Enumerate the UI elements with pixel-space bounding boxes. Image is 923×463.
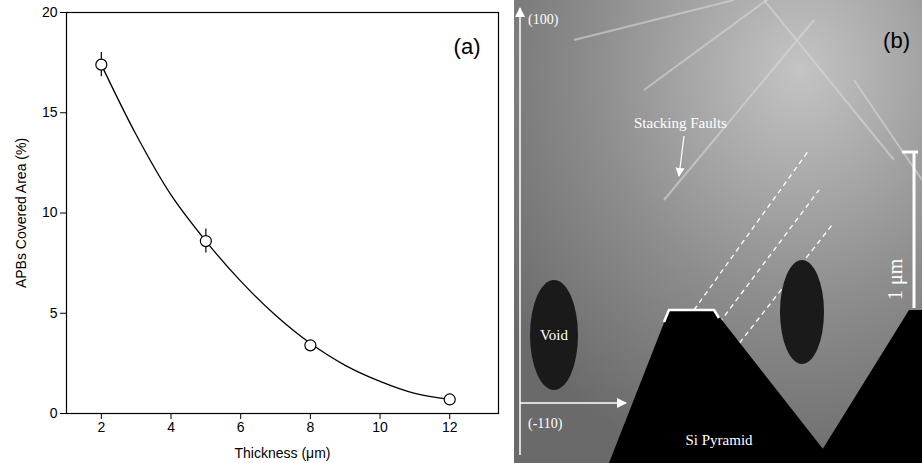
svg-text:(a): (a) (454, 34, 481, 59)
svg-text:2: 2 (97, 419, 105, 435)
svg-text:APBs Covered Area (%): APBs Covered Area (%) (13, 138, 29, 288)
svg-text:12: 12 (442, 419, 458, 435)
svg-text:Stacking Faults: Stacking Faults (634, 115, 727, 131)
svg-text:15: 15 (42, 104, 58, 120)
svg-text:1 μm: 1 μm (884, 258, 907, 300)
svg-text:Si Pyramid: Si Pyramid (685, 432, 753, 448)
svg-text:8: 8 (306, 419, 314, 435)
svg-text:5: 5 (50, 305, 58, 321)
svg-text:Void: Void (540, 327, 569, 343)
svg-text:(100): (100) (528, 12, 559, 28)
svg-text:20: 20 (42, 4, 58, 20)
svg-text:Thickness (μm): Thickness (μm) (235, 445, 331, 461)
svg-text:4: 4 (167, 419, 175, 435)
svg-text:(b): (b) (883, 28, 910, 53)
svg-text:6: 6 (237, 419, 245, 435)
svg-text:10: 10 (42, 204, 58, 220)
svg-text:(-110): (-110) (528, 416, 563, 432)
svg-text:10: 10 (372, 419, 388, 435)
svg-text:0: 0 (50, 405, 58, 421)
